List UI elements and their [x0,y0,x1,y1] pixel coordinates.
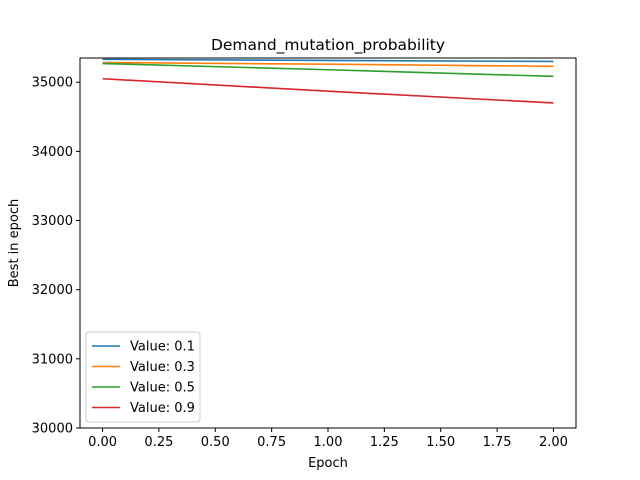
x-axis: 0.00 0.25 0.50 0.75 1.00 1.25 1.50 1.75 2.00 [88,428,568,450]
x-tick-label: 0.25 [144,435,173,450]
x-axis-label: Epoch [308,456,348,471]
y-tick-label: 32000 [32,283,73,298]
legend-label: Value: 0.9 [130,401,195,416]
x-tick-label: 2.00 [539,435,568,450]
y-tick-label: 30000 [32,422,73,437]
y-tick-label: 33000 [32,214,73,229]
series-lines [102,58,554,104]
series-line-1 [102,58,554,63]
x-tick-label: 0.75 [257,435,286,450]
legend-box [85,331,201,423]
y-tick-label: 31000 [32,352,73,367]
chart-title: Demand_mutation_probability [211,36,445,55]
legend: Value: 0.1 Value: 0.3 Value: 0.5 Value: 0.9 [85,331,201,423]
series-line-4 [102,77,554,104]
legend-label: Value: 0.1 [130,340,195,355]
x-tick-label: 0.50 [201,435,230,450]
y-tick-label: 35000 [32,76,73,91]
legend-label: Value: 0.5 [130,381,195,396]
x-tick-label: 0.00 [88,435,117,450]
series-line-2 [102,61,554,68]
series-line-3 [102,62,554,78]
x-tick-label: 1.50 [426,435,455,450]
y-axis-label: Best in epoch [7,199,22,288]
x-tick-label: 1.25 [370,435,399,450]
y-tick-label: 34000 [32,145,73,160]
x-tick-label: 1.00 [314,435,343,450]
y-axis: 30000 31000 32000 33000 34000 35000 [32,76,80,437]
legend-label: Value: 0.3 [130,360,195,375]
x-tick-label: 1.75 [483,435,512,450]
